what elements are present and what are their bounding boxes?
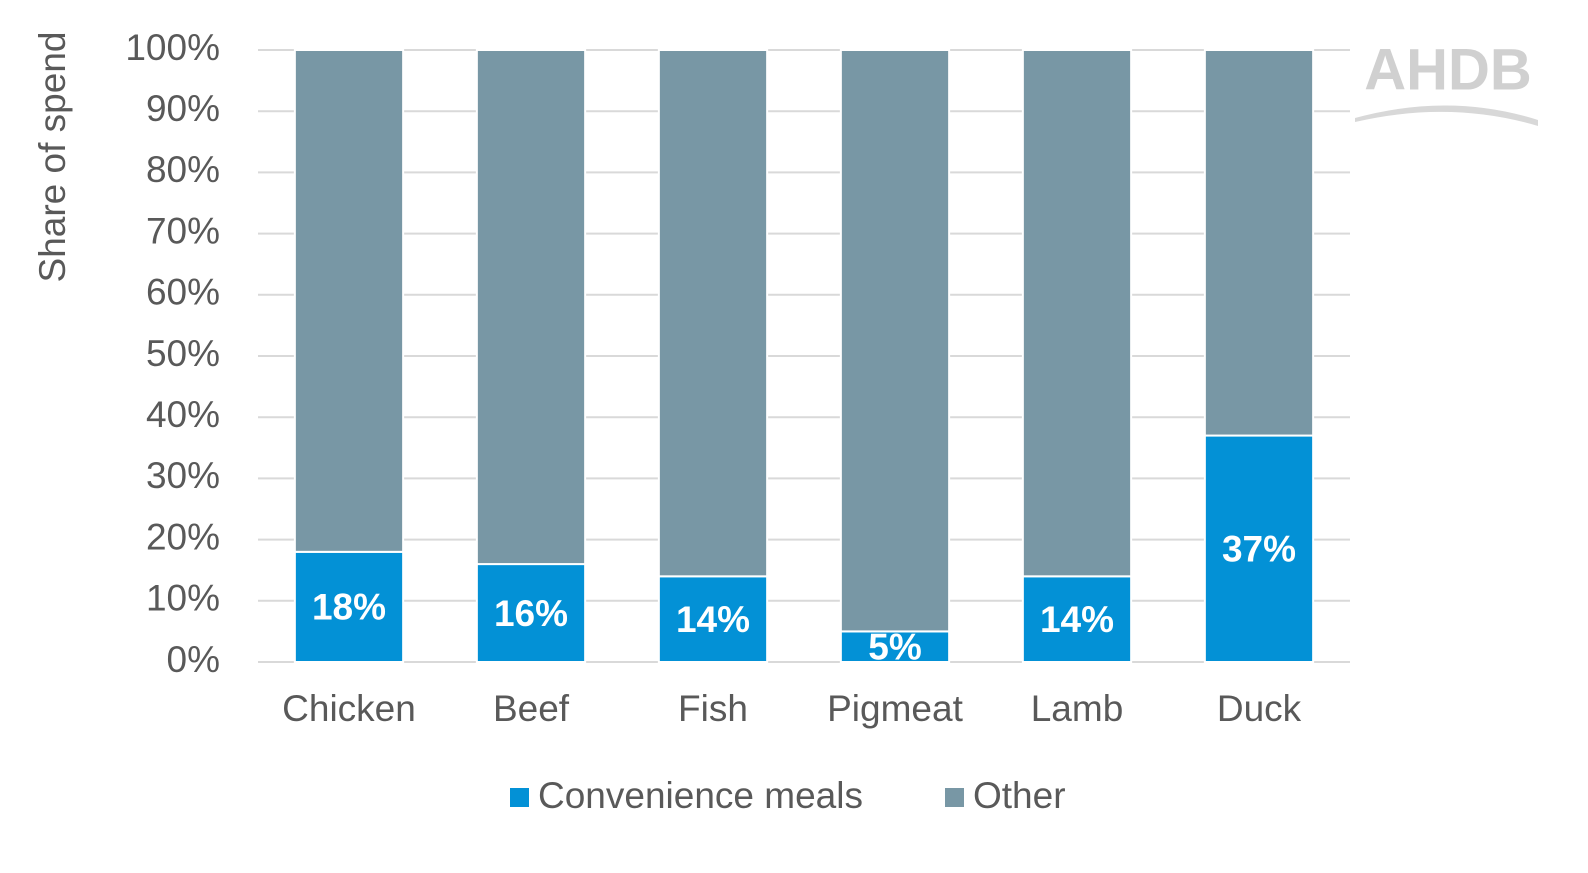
bar-segment xyxy=(293,550,405,664)
y-tick-label: 100% xyxy=(125,27,220,68)
legend-label: Other xyxy=(973,775,1066,816)
y-tick-label: 20% xyxy=(146,516,220,557)
y-tick-label: 10% xyxy=(146,578,220,619)
y-tick-label: 80% xyxy=(146,149,220,190)
x-tick-label: Chicken xyxy=(282,688,416,729)
bar-segment xyxy=(657,49,769,578)
y-tick-label: 50% xyxy=(146,333,220,374)
data-label: 16% xyxy=(494,593,568,634)
bar-segment xyxy=(293,49,405,553)
bar-segment xyxy=(657,575,769,664)
y-tick-label: 30% xyxy=(146,455,220,496)
x-tick-label: Lamb xyxy=(1031,688,1124,729)
legend-swatch xyxy=(945,788,964,807)
data-label: 5% xyxy=(868,626,921,667)
bar-segment xyxy=(1203,49,1315,437)
bar-segment xyxy=(1021,49,1133,578)
data-label: 37% xyxy=(1222,529,1296,570)
legend-label: Convenience meals xyxy=(538,775,863,816)
logo: AHDB xyxy=(1364,37,1532,102)
x-tick-label: Pigmeat xyxy=(827,688,963,729)
bar-segment xyxy=(475,49,587,566)
y-tick-label: 60% xyxy=(146,272,220,313)
data-label: 14% xyxy=(676,599,750,640)
bar-segment xyxy=(839,630,951,664)
logo-swoosh xyxy=(1355,105,1538,126)
x-tick-label: Fish xyxy=(678,688,748,729)
bar-segment xyxy=(1021,575,1133,664)
y-tick-label: 90% xyxy=(146,88,220,129)
y-tick-label: 0% xyxy=(167,639,220,680)
bar-segment xyxy=(475,563,587,664)
y-tick-label: 70% xyxy=(146,210,220,251)
legend-swatch xyxy=(510,788,529,807)
y-axis-label: Share of spend xyxy=(32,32,73,283)
y-tick-label: 40% xyxy=(146,394,220,435)
bar-segment xyxy=(839,49,951,633)
data-label: 14% xyxy=(1040,599,1114,640)
x-tick-label: Beef xyxy=(493,688,570,729)
x-tick-label: Duck xyxy=(1217,688,1302,729)
data-label: 18% xyxy=(312,587,386,628)
